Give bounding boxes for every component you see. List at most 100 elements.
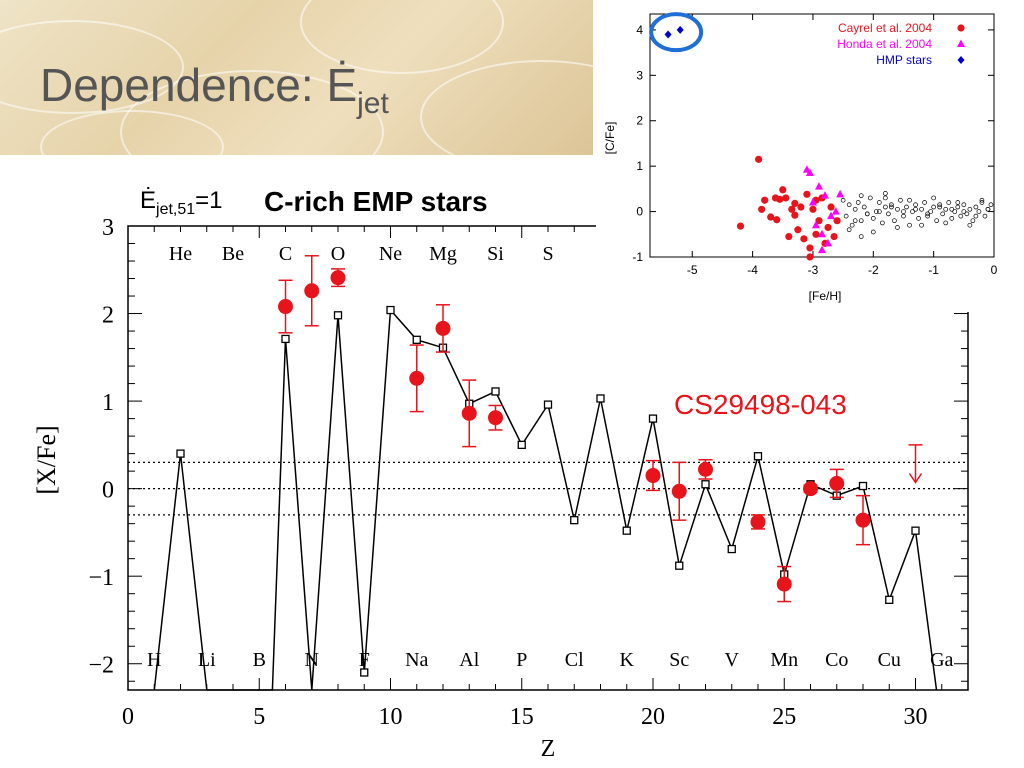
inset-point	[805, 168, 814, 176]
inset-point	[809, 205, 817, 213]
inset-point	[931, 204, 936, 210]
model-marker	[753, 452, 763, 461]
inset-point	[913, 206, 918, 212]
inset-y-tick-label: 3	[636, 68, 643, 82]
inset-point	[883, 204, 888, 210]
inset-point	[791, 199, 799, 208]
inset-point	[833, 217, 841, 225]
x-tick-label: 25	[772, 704, 796, 730]
abundance-pattern-chart: 0 5 10 15 20 25 30 −2 −1 0 1 2 3 He Be C O Ne Mg Si S H Li B N F…	[32, 186, 969, 762]
legend-marker	[957, 39, 965, 47]
x-axis-label: Z	[541, 736, 556, 762]
model-marker	[570, 516, 579, 525]
inset-point	[836, 189, 845, 198]
inset-point	[831, 207, 840, 215]
model-marker	[281, 334, 290, 344]
observed-point	[461, 405, 477, 421]
inset-point	[883, 191, 888, 196]
inset-point	[889, 202, 894, 208]
inset-point	[976, 209, 982, 214]
reference-lines	[128, 461, 968, 516]
observed-point	[278, 299, 293, 315]
observed-point	[645, 468, 661, 484]
inset-point	[846, 202, 852, 208]
x-tick-label: 10	[379, 704, 403, 730]
inset-point	[776, 195, 784, 203]
element-label-top: He	[169, 243, 192, 265]
inset-point	[895, 206, 900, 212]
element-label-top: O	[331, 243, 345, 265]
star-annotation: CS29498-043	[674, 389, 847, 420]
inset-point	[967, 222, 973, 228]
inset-point	[782, 194, 790, 202]
element-label-bottom: Cl	[565, 649, 584, 671]
element-label-bottom: F	[359, 649, 370, 671]
model-marker	[727, 544, 736, 554]
model-marker	[911, 526, 920, 535]
energy-subscript: jet,51	[155, 201, 195, 218]
inset-x-tick-label: -2	[868, 263, 879, 277]
inset-point	[958, 213, 964, 219]
inset-point	[964, 211, 970, 217]
inset-point	[979, 200, 985, 205]
inset-point	[827, 203, 835, 211]
x-tick-label: 30	[904, 704, 928, 730]
inset-point	[916, 216, 921, 221]
inset-point	[876, 200, 882, 205]
model-marker	[176, 449, 185, 458]
inset-point	[982, 213, 988, 219]
inset-point	[898, 197, 903, 203]
inset-y-tick-label: 4	[636, 23, 643, 37]
inset-point	[925, 211, 930, 217]
y-tick-label: 3	[102, 215, 114, 241]
element-label-bottom: Ga	[930, 649, 953, 671]
observed-point	[776, 576, 792, 592]
inset-point	[937, 204, 943, 210]
inset-point	[967, 206, 973, 212]
slide-title-subscript: jet	[357, 87, 389, 120]
inset-point	[852, 206, 858, 212]
inset-point	[855, 200, 861, 205]
inset-point	[955, 204, 961, 210]
inset-point	[664, 30, 672, 39]
inset-point	[870, 216, 876, 221]
inset-point	[803, 190, 811, 198]
legend-label: HMP stars	[876, 53, 932, 67]
axis-ticks: 0 5 10 15 20 25 30 −2 −1 0 1 2 3	[88, 215, 968, 730]
energy-symbol: Ė	[140, 187, 156, 214]
inset-point	[946, 200, 952, 205]
element-label-bottom: Na	[405, 649, 428, 671]
inset-point	[883, 195, 888, 201]
inset-point	[818, 245, 826, 254]
observed-series	[278, 255, 923, 603]
y-tick-label: 0	[102, 478, 114, 504]
inset-point	[955, 200, 961, 205]
inset-point	[849, 222, 855, 228]
model-marker	[386, 305, 395, 315]
inset-point	[800, 235, 808, 243]
observed-point	[855, 512, 871, 528]
inset-point	[806, 244, 814, 252]
observed-point	[330, 270, 346, 286]
inset-point	[985, 206, 991, 212]
observed-point	[671, 483, 687, 499]
inset-point	[910, 209, 915, 214]
inset-y-tick-label: 1	[636, 159, 643, 173]
model-marker	[675, 561, 684, 570]
observed-point	[488, 410, 503, 426]
energy-value: =1	[195, 187, 222, 214]
inset-point	[940, 211, 946, 217]
model-marker	[885, 595, 894, 604]
inset-x-tick-label: -3	[808, 263, 819, 277]
model-marker	[491, 387, 500, 396]
y-tick-label: 1	[102, 390, 114, 416]
legend-marker	[957, 24, 965, 32]
inset-point	[791, 211, 799, 219]
slide-title: Dependence: Ėjet	[40, 58, 389, 120]
y-tick-label: −2	[88, 653, 114, 679]
model-marker	[622, 526, 631, 535]
inset-point	[806, 253, 814, 261]
energy-label: Ėjet,51=1	[140, 187, 223, 218]
inset-point	[858, 234, 864, 239]
element-label-top: Si	[487, 243, 504, 265]
